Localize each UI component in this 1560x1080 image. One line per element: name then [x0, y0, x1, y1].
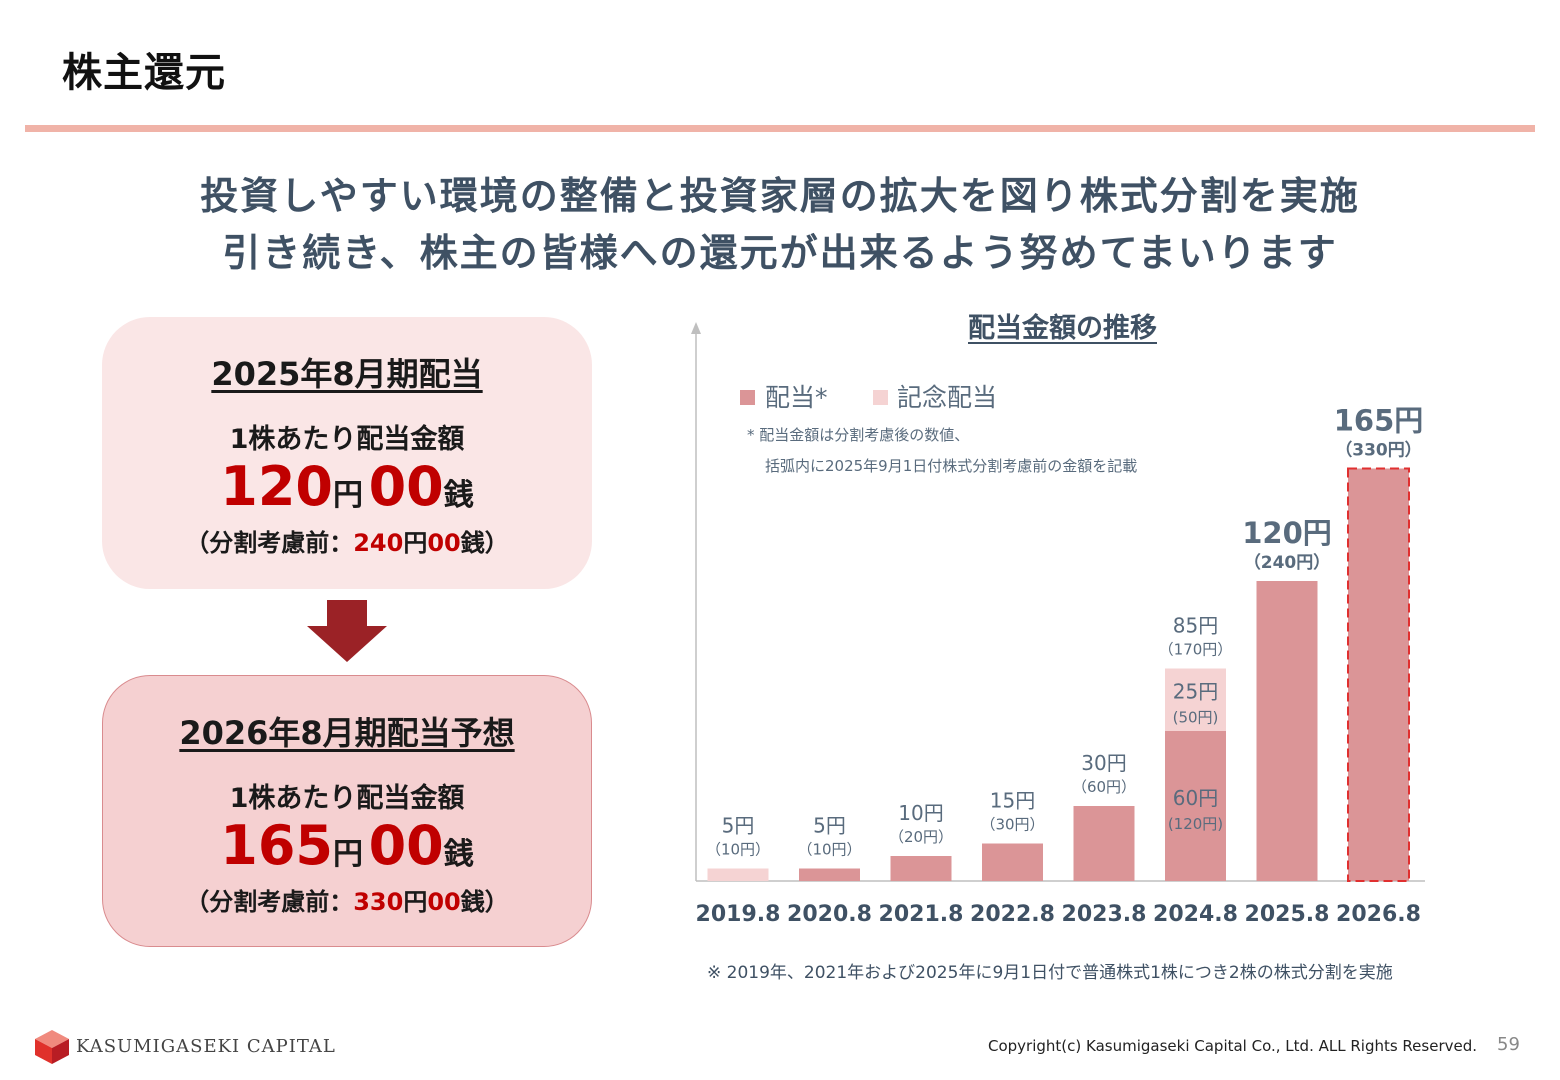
segment-pre-split-label-0: (120円) — [1168, 815, 1223, 833]
legend-swatch-commemorative — [873, 390, 888, 405]
total-label-2026.8: 165円 — [1334, 404, 1424, 438]
page-number: 59 — [1497, 1034, 1520, 1055]
forecast-sen-unit: 銭 — [443, 837, 474, 872]
x-tick-label-2024.8: 2024.8 — [1153, 902, 1238, 927]
pre-split-label-2023.8: （60円） — [1072, 778, 1136, 796]
total-label-2021.8: 10円 — [898, 801, 943, 825]
forecast-outline-2026.8 — [1347, 467, 1410, 882]
bar-commemorative-2019.8 — [707, 868, 769, 881]
current-pre-split-amount: （分割考慮前：240円00銭） — [102, 523, 592, 558]
bar-dividend-2026.8 — [1348, 468, 1409, 881]
legend-swatch-dividend — [740, 390, 755, 405]
current-before-yen-unit: 円 — [403, 529, 428, 557]
chart-title: 配当金額の推移 — [968, 313, 1157, 344]
current-amount-sen: 00 — [368, 455, 444, 518]
segment-pre-split-label-1: (50円) — [1173, 709, 1219, 727]
forecast-dividend-amount: 165円 00銭 — [103, 814, 591, 877]
current-dividend-card: 2025年8月期配当 1株あたり配当金額 120円 00銭 （分割考慮前：240… — [102, 317, 592, 589]
current-before-prefix: （分割考慮前： — [185, 529, 354, 557]
legend-label-commemorative: 記念配当 — [897, 383, 997, 412]
bar-dividend-2022.8 — [982, 843, 1043, 881]
bar-commemorative-2024.8 — [1165, 668, 1226, 731]
forecast-amount-sen: 00 — [368, 814, 444, 877]
pre-split-label-2021.8: （20円） — [889, 828, 953, 846]
company-logo-text: KASUMIGASEKI CAPITAL — [76, 1036, 336, 1057]
total-label-2025.8: 120円 — [1242, 516, 1332, 550]
pre-split-label-2025.8: （240円） — [1244, 552, 1331, 573]
split-footnote: ※ 2019年、2021年および2025年に9月1日付で普通株式1株につき2株の… — [707, 963, 1393, 983]
pre-split-label-2019.8: （10円） — [706, 841, 770, 859]
current-dividend-subtitle: 1株あたり配当金額 — [229, 424, 465, 455]
pre-split-label-2024.8: （170円） — [1159, 641, 1233, 659]
total-label-2019.8: 5円 — [722, 814, 755, 838]
x-tick-label-2020.8: 2020.8 — [787, 902, 872, 927]
pre-split-label-2026.8: （330円） — [1335, 440, 1422, 461]
forecast-amount-yen: 165 — [220, 814, 333, 877]
bar-dividend-2023.8 — [1073, 806, 1135, 881]
total-label-2022.8: 15円 — [990, 789, 1035, 813]
x-tick-label-2021.8: 2021.8 — [879, 902, 964, 927]
headline-line-2: 引き続き、株主の皆様への還元が出来るよう努めてまいります — [222, 231, 1338, 275]
current-before-yen: 240 — [353, 529, 404, 557]
copyright: Copyright(c) Kasumigaseki Capital Co., L… — [988, 1037, 1478, 1055]
y-axis-arrow — [691, 322, 701, 334]
forecast-pre-split-amount: （分割考慮前：330円00銭） — [103, 882, 591, 917]
x-tick-label-2023.8: 2023.8 — [1062, 902, 1147, 927]
x-tick-label-2022.8: 2022.8 — [970, 902, 1055, 927]
forecast-before-sen: 00 — [427, 888, 461, 916]
current-yen-unit: 円 — [333, 478, 363, 513]
title-divider — [25, 125, 1535, 132]
forecast-before-yen-unit: 円 — [403, 888, 428, 916]
legend-label-dividend: 配当* — [765, 383, 828, 412]
forecast-before-suffix: 銭） — [460, 888, 509, 916]
bar-dividend-2025.8 — [1256, 581, 1318, 881]
pre-split-label-2022.8: （30円） — [980, 816, 1044, 834]
dividend-chart: 配当* 記念配当 * 配当金額は分割考慮後の数値、括弧内に2025年9月1日付株式分… — [691, 322, 1425, 927]
current-amount-yen: 120 — [220, 455, 333, 518]
forecast-before-yen: 330 — [353, 888, 404, 916]
segment-label-0: 60円 — [1173, 786, 1218, 810]
bar-dividend-2020.8 — [799, 868, 860, 881]
total-label-2020.8: 5円 — [813, 814, 846, 838]
chart-note-line-1: * 配当金額は分割考慮後の数値、 — [747, 426, 969, 444]
x-tick-label-2025.8: 2025.8 — [1245, 902, 1330, 927]
pre-split-label-2020.8: （10円） — [797, 841, 861, 859]
forecast-before-prefix: （分割考慮前： — [185, 888, 354, 916]
headline-line-1: 投資しやすい環境の整備と投資家層の拡大を図り株式分割を実施 — [200, 174, 1360, 218]
forecast-dividend-card: 2026年8月期配当予想 1株あたり配当金額 165円 00銭 （分割考慮前：3… — [102, 675, 592, 947]
x-tick-label-2019.8: 2019.8 — [696, 902, 781, 927]
forecast-dividend-subtitle: 1株あたり配当金額 — [229, 783, 465, 814]
total-label-2023.8: 30円 — [1081, 751, 1126, 775]
forecast-dividend-title: 2026年8月期配当予想 — [179, 714, 515, 752]
bar-dividend-2024.8 — [1165, 731, 1226, 881]
x-tick-label-2026.8: 2026.8 — [1336, 902, 1421, 927]
bar-dividend-2021.8 — [890, 856, 952, 881]
down-arrow-icon — [307, 600, 387, 662]
segment-label-1: 25円 — [1173, 680, 1218, 704]
total-label-2024.8: 85円 — [1173, 614, 1218, 638]
current-before-sen: 00 — [427, 529, 461, 557]
current-dividend-amount: 120円 00銭 — [102, 455, 592, 518]
current-dividend-title: 2025年8月期配当 — [211, 355, 483, 393]
current-before-suffix: 銭） — [460, 529, 509, 557]
forecast-yen-unit: 円 — [333, 837, 363, 872]
chart-note-line-2: 括弧内に2025年9月1日付株式分割考慮前の金額を記載 — [765, 457, 1137, 475]
company-logo-icon — [35, 1030, 69, 1064]
current-sen-unit: 銭 — [443, 478, 474, 513]
page-title: 株主還元 — [62, 50, 226, 96]
